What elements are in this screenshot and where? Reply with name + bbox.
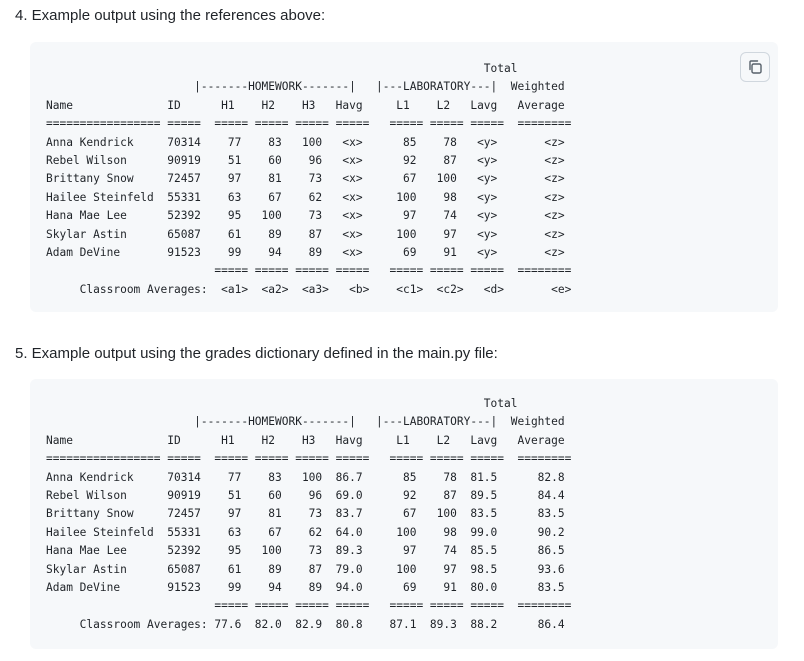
code-output-text: Total |-------HOMEWORK-------| |---LABOR… <box>46 397 572 631</box>
section-4-heading: 4. Example output using the references a… <box>15 7 326 24</box>
copy-button[interactable] <box>740 52 770 82</box>
code-output-text: Total |-------HOMEWORK-------| |---LABOR… <box>46 62 572 296</box>
code-block-example-references: Total |-------HOMEWORK-------| |---LABOR… <box>30 42 778 312</box>
section-5-heading: 5. Example output using the grades dicti… <box>15 345 498 362</box>
copy-icon <box>749 60 762 74</box>
code-block-example-grades: Total |-------HOMEWORK-------| |---LABOR… <box>30 379 778 649</box>
